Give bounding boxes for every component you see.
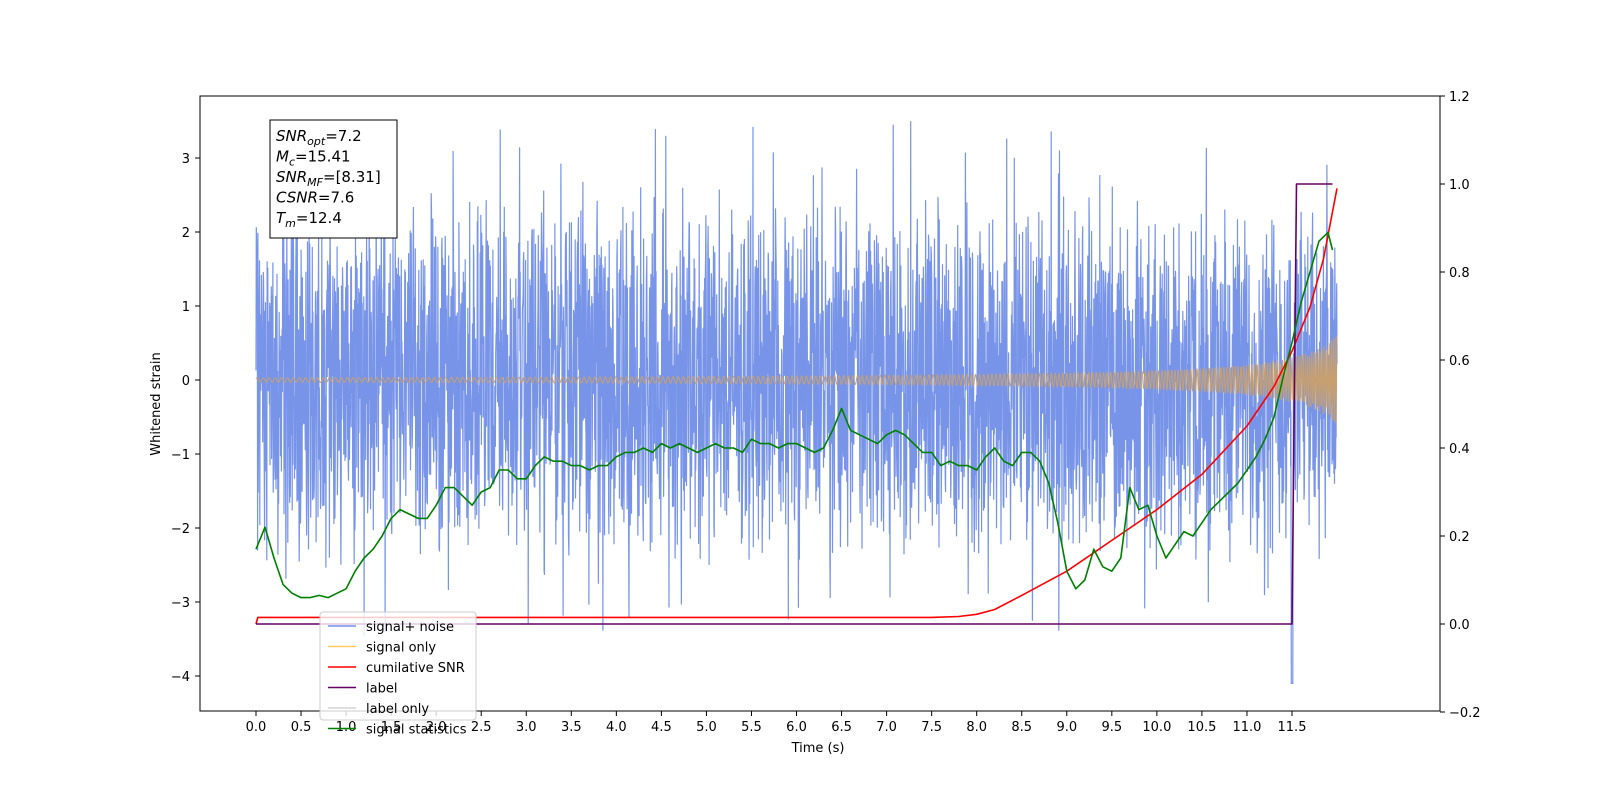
plot-frame: [199, 95, 1441, 712]
y2-tick-label: 1.2: [1449, 90, 1470, 105]
x-tick-label: 6.5: [831, 720, 852, 735]
info-line: Tm=12.4: [276, 209, 342, 230]
y-tick-label: 1: [182, 300, 190, 315]
x-tick-label: 4.5: [651, 720, 672, 735]
legend: signal+ noise signal only cumilative SNR la…: [319, 611, 477, 738]
series-label: [256, 183, 1333, 625]
legend-label: label: [366, 682, 397, 697]
x-axis: 0.0 0.5 1.0 1.5 2.0 2.5 3.0 3.5 4.0 4.5 5.0 5.5 6.0 6…: [246, 711, 1307, 735]
series-signal-only: [255, 336, 1338, 424]
x-tick-label: 0.0: [246, 720, 267, 735]
y2-tick-label: 0.0: [1449, 618, 1470, 633]
x-tick-label: 8.0: [966, 720, 987, 735]
series-layer: [255, 121, 1338, 684]
legend-entry: label: [328, 682, 397, 697]
info-line: SNRopt=7.2: [276, 127, 362, 148]
x-tick-label: 2.0: [426, 720, 447, 735]
x-tick-label: 3.0: [516, 720, 537, 735]
y-axis-right: 1.2 1.0 0.8 0.6 0.4 0.2 0.0 −0.2: [1440, 90, 1481, 721]
x-tick-label: 1.5: [381, 720, 402, 735]
x-tick-label: 9.5: [1101, 720, 1122, 735]
legend-label: signal statistics: [366, 723, 467, 738]
x-tick-label: 7.0: [876, 720, 897, 735]
y2-tick-label: 0.2: [1449, 530, 1470, 545]
y2-tick-label: 0.8: [1449, 266, 1470, 281]
x-tick-label: 6.0: [786, 720, 807, 735]
x-tick-label: 10.0: [1142, 720, 1171, 735]
x-tick-label: 5.5: [741, 720, 762, 735]
y-axis-label: Whitened strain: [149, 352, 164, 455]
y2-tick-label: −0.2: [1449, 706, 1481, 721]
y-tick-label: −2: [171, 522, 190, 537]
y2-tick-label: 0.6: [1449, 354, 1470, 369]
x-tick-label: 2.5: [471, 720, 492, 735]
y-tick-label: 2: [182, 226, 190, 241]
y-tick-label: −1: [171, 448, 190, 463]
series-signal-statistics: [255, 231, 1334, 599]
x-tick-label: 9.0: [1056, 720, 1077, 735]
x-tick-label: 0.5: [291, 720, 312, 735]
x-tick-label: 5.0: [696, 720, 717, 735]
x-tick-label: 11.5: [1278, 720, 1307, 735]
info-line: CSNR=7.6: [276, 189, 354, 207]
legend-label: signal+ noise: [366, 620, 454, 635]
series-cumilative-snr: [255, 188, 1338, 625]
legend-entry: signal statistics: [328, 723, 467, 738]
y-tick-label: 3: [182, 152, 190, 167]
y-axis-left: 3 2 1 0 −1 −2 −3 −4: [171, 152, 200, 685]
legend-entry: signal+ noise: [328, 620, 454, 635]
legend-label: cumilative SNR: [366, 661, 465, 676]
x-tick-label: 8.5: [1011, 720, 1032, 735]
x-tick-label: 3.5: [561, 720, 582, 735]
x-axis-label: Time (s): [791, 741, 845, 756]
legend-entry: label only: [328, 702, 429, 717]
series-signal-noise: [255, 121, 1338, 684]
y-tick-label: −3: [171, 596, 190, 611]
y-tick-label: 0: [182, 374, 190, 389]
x-tick-label: 11.0: [1232, 720, 1261, 735]
y2-tick-label: 1.0: [1449, 178, 1470, 193]
legend-entry: cumilative SNR: [328, 661, 465, 676]
legend-entry: signal only: [328, 641, 436, 656]
legend-label: label only: [366, 702, 429, 717]
x-tick-label: 10.5: [1187, 720, 1216, 735]
x-tick-label: 4.0: [606, 720, 627, 735]
legend-label: signal only: [366, 641, 436, 656]
y-tick-label: −4: [171, 670, 190, 685]
y2-tick-label: 0.4: [1449, 442, 1470, 457]
info-line: SNRMF=[8.31]: [276, 168, 381, 189]
info-line: Mc=15.41: [276, 148, 351, 169]
x-tick-label: 7.5: [921, 720, 942, 735]
x-tick-label: 1.0: [336, 720, 357, 735]
